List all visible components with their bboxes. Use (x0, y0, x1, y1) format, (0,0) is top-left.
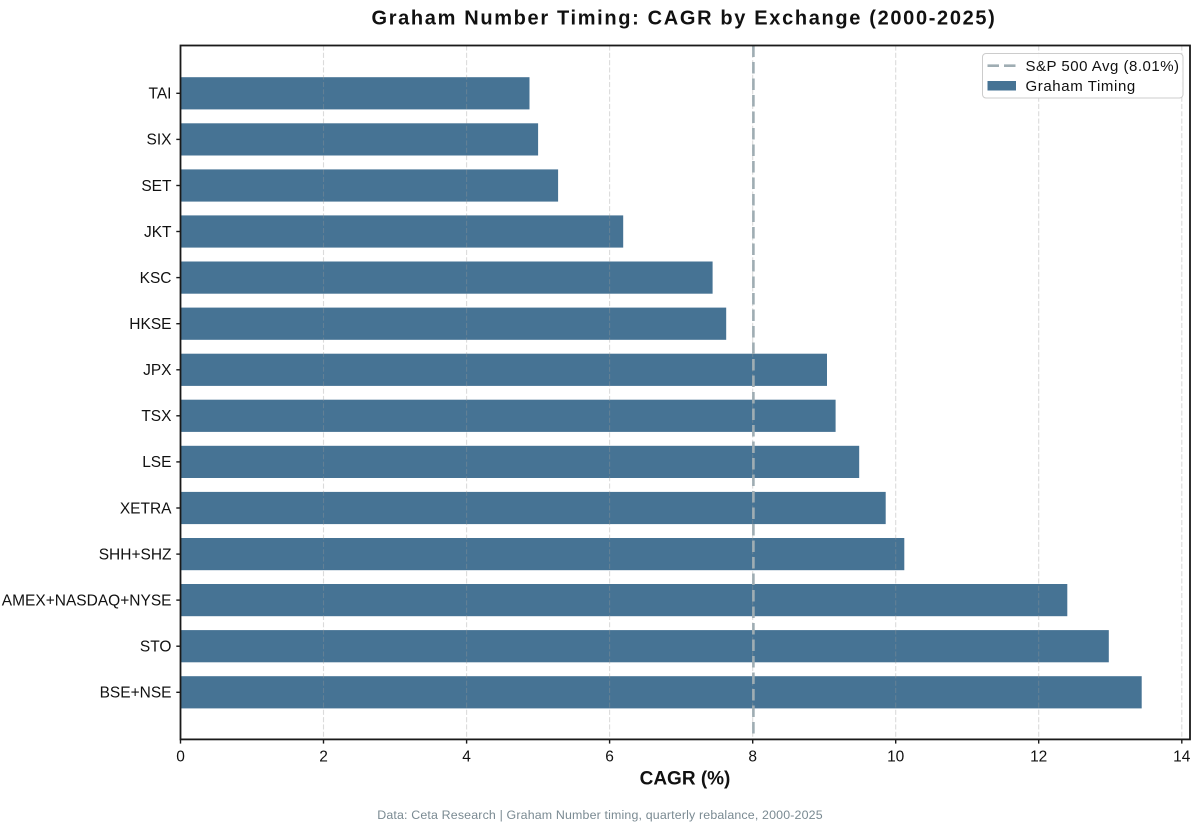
svg-text:SET: SET (141, 178, 172, 195)
svg-text:JKT: JKT (144, 224, 172, 241)
svg-text:XETRA: XETRA (120, 500, 172, 517)
svg-text:BSE+NSE: BSE+NSE (100, 685, 172, 702)
svg-text:STO: STO (140, 639, 172, 656)
svg-text:0: 0 (176, 749, 185, 766)
svg-text:HKSE: HKSE (129, 316, 171, 333)
svg-text:TSX: TSX (141, 408, 172, 425)
svg-text:14: 14 (1173, 749, 1191, 766)
svg-text:AMEX+NASDAQ+NYSE: AMEX+NASDAQ+NYSE (2, 592, 172, 609)
svg-text:8: 8 (748, 749, 757, 766)
svg-text:10: 10 (887, 749, 905, 766)
svg-text:JPX: JPX (143, 362, 172, 379)
svg-text:Data: Ceta Research | Graham N: Data: Ceta Research | Graham Number timi… (377, 808, 823, 822)
svg-text:SHH+SHZ: SHH+SHZ (99, 546, 172, 563)
svg-text:2: 2 (319, 749, 328, 766)
svg-text:KSC: KSC (140, 270, 172, 287)
svg-text:Graham Number Timing: CAGR by: Graham Number Timing: CAGR by Exchange (… (371, 7, 996, 29)
svg-text:LSE: LSE (142, 454, 171, 471)
svg-text:CAGR (%): CAGR (%) (640, 769, 731, 790)
svg-text:TAI: TAI (149, 86, 172, 103)
svg-text:S&P 500 Avg (8.01%): S&P 500 Avg (8.01%) (1026, 58, 1180, 75)
svg-text:12: 12 (1030, 749, 1047, 766)
svg-text:4: 4 (462, 749, 471, 766)
svg-text:6: 6 (605, 749, 614, 766)
svg-text:Graham Timing: Graham Timing (1026, 78, 1136, 95)
svg-text:SIX: SIX (147, 132, 173, 149)
